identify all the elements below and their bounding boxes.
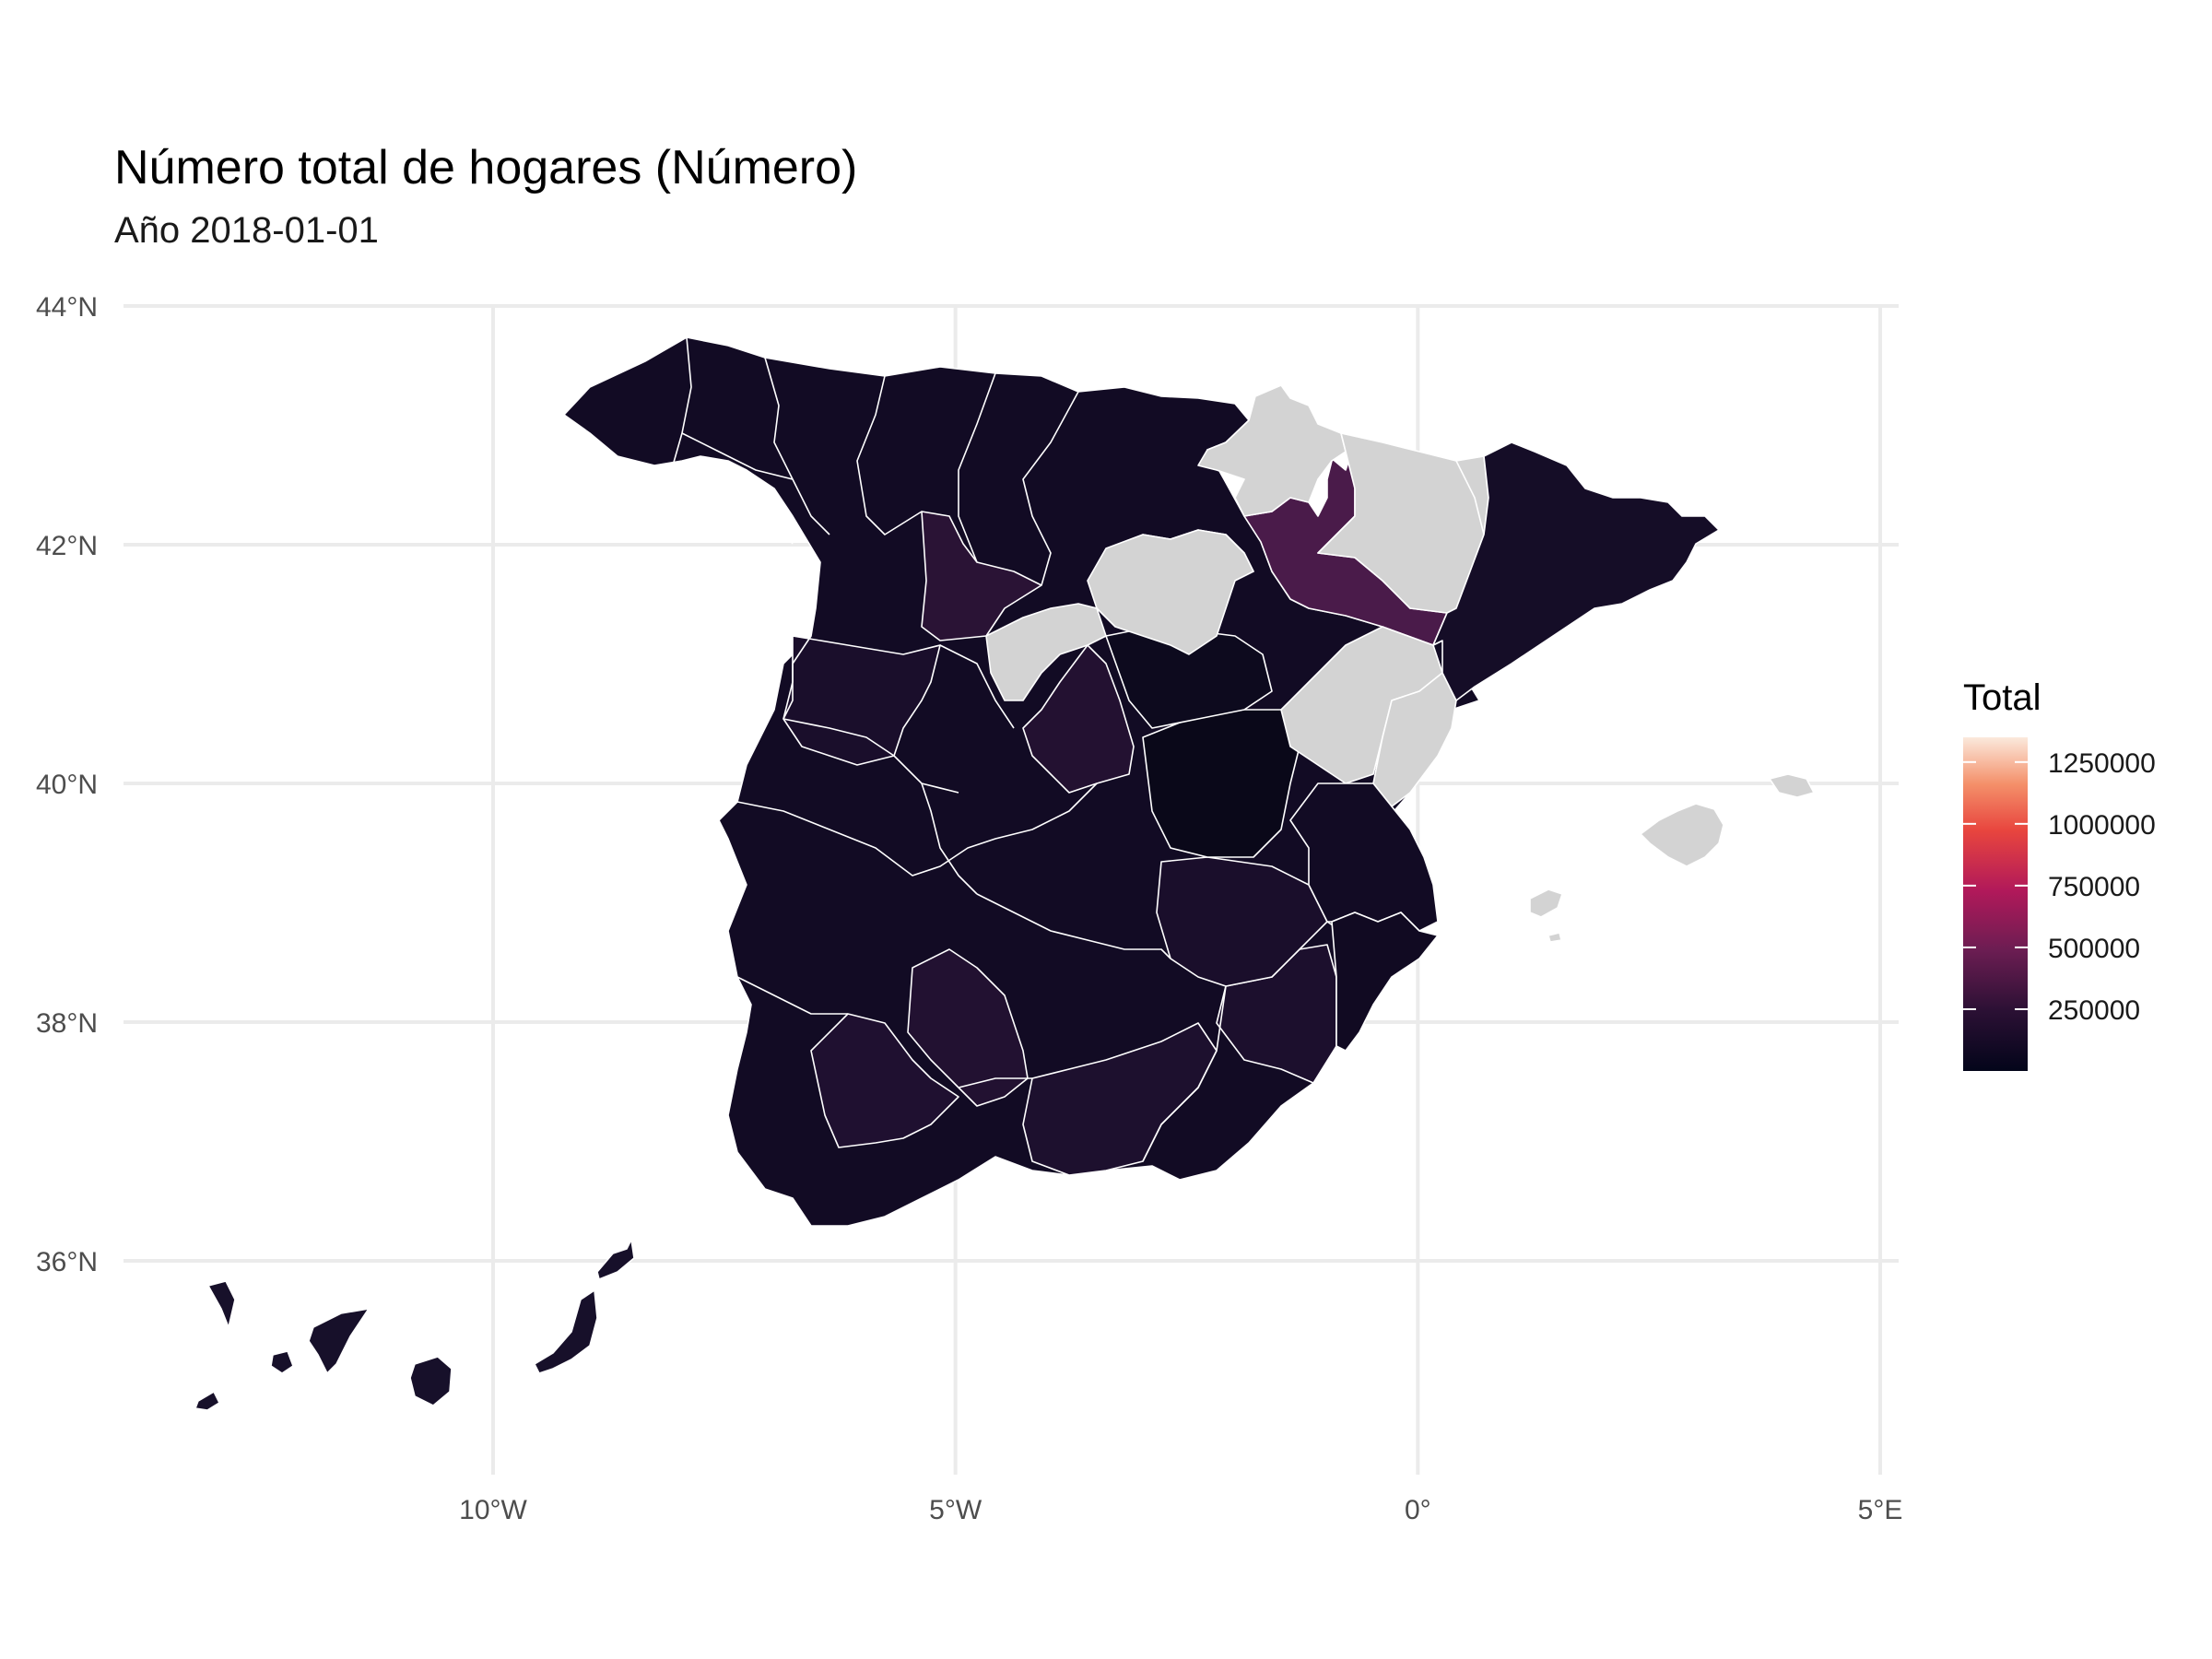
province-cuenca [1142,709,1300,858]
province-region-canarias-6 [534,1289,598,1374]
province-region-canarias-4 [409,1356,453,1406]
province-burgos [921,511,1042,641]
province-region-canarias-5 [194,1391,220,1411]
chart-subtitle: Año 2018-01-01 [114,210,379,251]
legend-title: Total [1963,677,2041,718]
y-tick-label: 36°N [36,1247,98,1277]
province-na-baleares-ibiza [1529,888,1563,918]
province-na-baleares-mallorca [1640,803,1724,867]
legend-colorbar [1963,737,2028,1071]
province-avila [1022,644,1135,794]
province-na-baleares-formentera [1547,932,1562,943]
chart-title: Número total de hogares (Número) [114,141,858,194]
province-region-alicante [1331,912,1439,1052]
y-tick-label: 40°N [36,770,98,800]
y-tick-label: 38°N [36,1008,98,1039]
province-sevilla [810,1013,959,1148]
spain-map [194,336,1815,1411]
province-albacete [1156,856,1328,987]
legend: Total 250000 500000 750000 1000000 1250000 [1963,677,2156,1071]
legend-tick-label: 500000 [2048,934,2140,964]
province-cordoba [907,948,1029,1107]
province-region-canarias-1 [207,1280,236,1328]
province-region-canarias-2 [308,1308,370,1374]
legend-tick-label: 750000 [2048,872,2140,902]
legend-tick-label: 1250000 [2048,748,2156,779]
y-tick-label: 44°N [36,292,98,323]
province-region-catalunya [1432,441,1720,701]
province-na-soria [1087,529,1254,655]
y-tick-label: 42°N [36,531,98,561]
province-region-canarias-7 [596,1239,635,1280]
legend-ticks: 250000 500000 750000 1000000 1250000 [1963,748,2156,1026]
x-tick-label: 5°W [929,1495,982,1525]
province-na-segovia [985,603,1107,701]
x-tick-label: 5°E [1858,1495,1903,1525]
province-region-canarias-3 [270,1350,294,1374]
province-na-baleares-menorca [1769,773,1815,798]
x-tick-label: 0° [1405,1495,1431,1525]
province-salamanca [782,635,941,766]
legend-tick-label: 250000 [2048,995,2140,1026]
province-na-navarra [1197,384,1347,517]
legend-tick-label: 1000000 [2048,810,2156,841]
x-tick-label: 10°W [459,1495,527,1525]
axes: 10°W 5°W 0° 5°E 44°N 42°N 40°N 38°N 36°N [36,292,1902,1525]
